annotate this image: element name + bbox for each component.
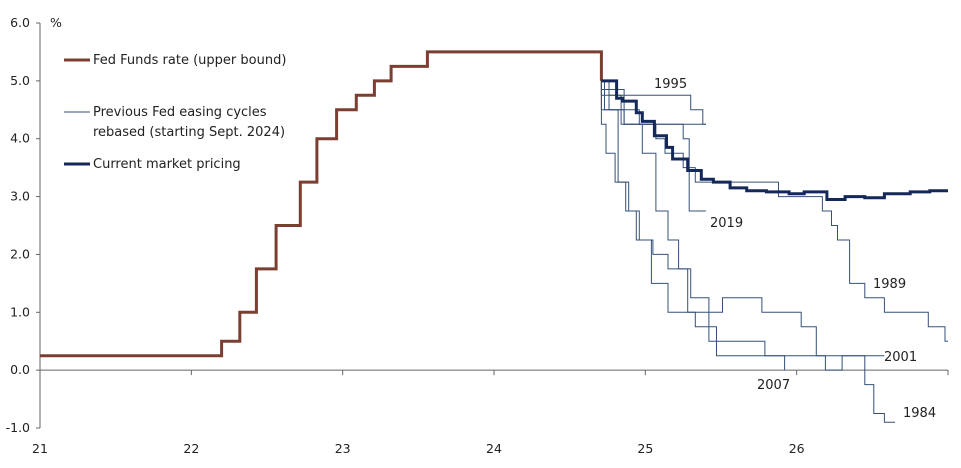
legend-label-previous-line1: Previous Fed easing cycles xyxy=(93,105,267,120)
annotation-1984: 1984 xyxy=(903,406,936,421)
x-tick-label: 23 xyxy=(335,441,351,456)
annotation-2007: 2007 xyxy=(757,378,790,393)
x-tick-label: 25 xyxy=(637,441,653,456)
y-tick-label: 2.0 xyxy=(10,246,30,261)
series-layer xyxy=(40,50,948,423)
y-tick-label: -1.0 xyxy=(6,420,30,435)
x-tick-label: 22 xyxy=(183,441,199,456)
unit-label: % xyxy=(50,15,62,30)
x-tick-label: 26 xyxy=(789,441,805,456)
legend-label-previous: Previous Fed easing cycles rebased (star… xyxy=(93,105,285,140)
x-tick-label: 24 xyxy=(486,441,502,456)
y-tick-label: 5.0 xyxy=(10,73,30,88)
previous-cycle-line-2007 xyxy=(604,80,786,371)
legend: Fed Funds rate (upper bound) Previous Fe… xyxy=(64,53,286,172)
annotation-1995: 1995 xyxy=(654,77,687,92)
current-pricing-line xyxy=(601,79,948,201)
x-axis: 21 22 23 24 25 26 xyxy=(32,369,949,456)
x-tick-label: 21 xyxy=(32,441,48,456)
previous-cycle-line-1984 xyxy=(608,80,895,423)
annotation-2019: 2019 xyxy=(710,216,743,231)
y-tick-label: 3.0 xyxy=(10,189,30,204)
annotation-2001: 2001 xyxy=(884,350,917,365)
previous-cycle-line-2001 xyxy=(600,80,885,357)
y-tick-label: 6.0 xyxy=(10,15,30,30)
y-axis: 6.0 5.0 4.0 3.0 2.0 1.0 0.0 -1.0 xyxy=(6,15,41,435)
legend-label-fed-funds: Fed Funds rate (upper bound) xyxy=(93,53,286,68)
annotations: 1995 2019 1989 2001 2007 1984 xyxy=(654,77,936,421)
legend-label-current: Current market pricing xyxy=(93,157,241,172)
legend-label-previous-line2: rebased (starting Sept. 2024) xyxy=(93,125,285,140)
previous-cycle-line-1989 xyxy=(608,80,948,342)
fed-funds-line xyxy=(40,50,603,358)
annotation-1989: 1989 xyxy=(873,277,906,292)
y-tick-label: 0.0 xyxy=(10,362,30,377)
y-tick-label: 1.0 xyxy=(10,304,30,319)
y-tick-label: 4.0 xyxy=(10,131,30,146)
